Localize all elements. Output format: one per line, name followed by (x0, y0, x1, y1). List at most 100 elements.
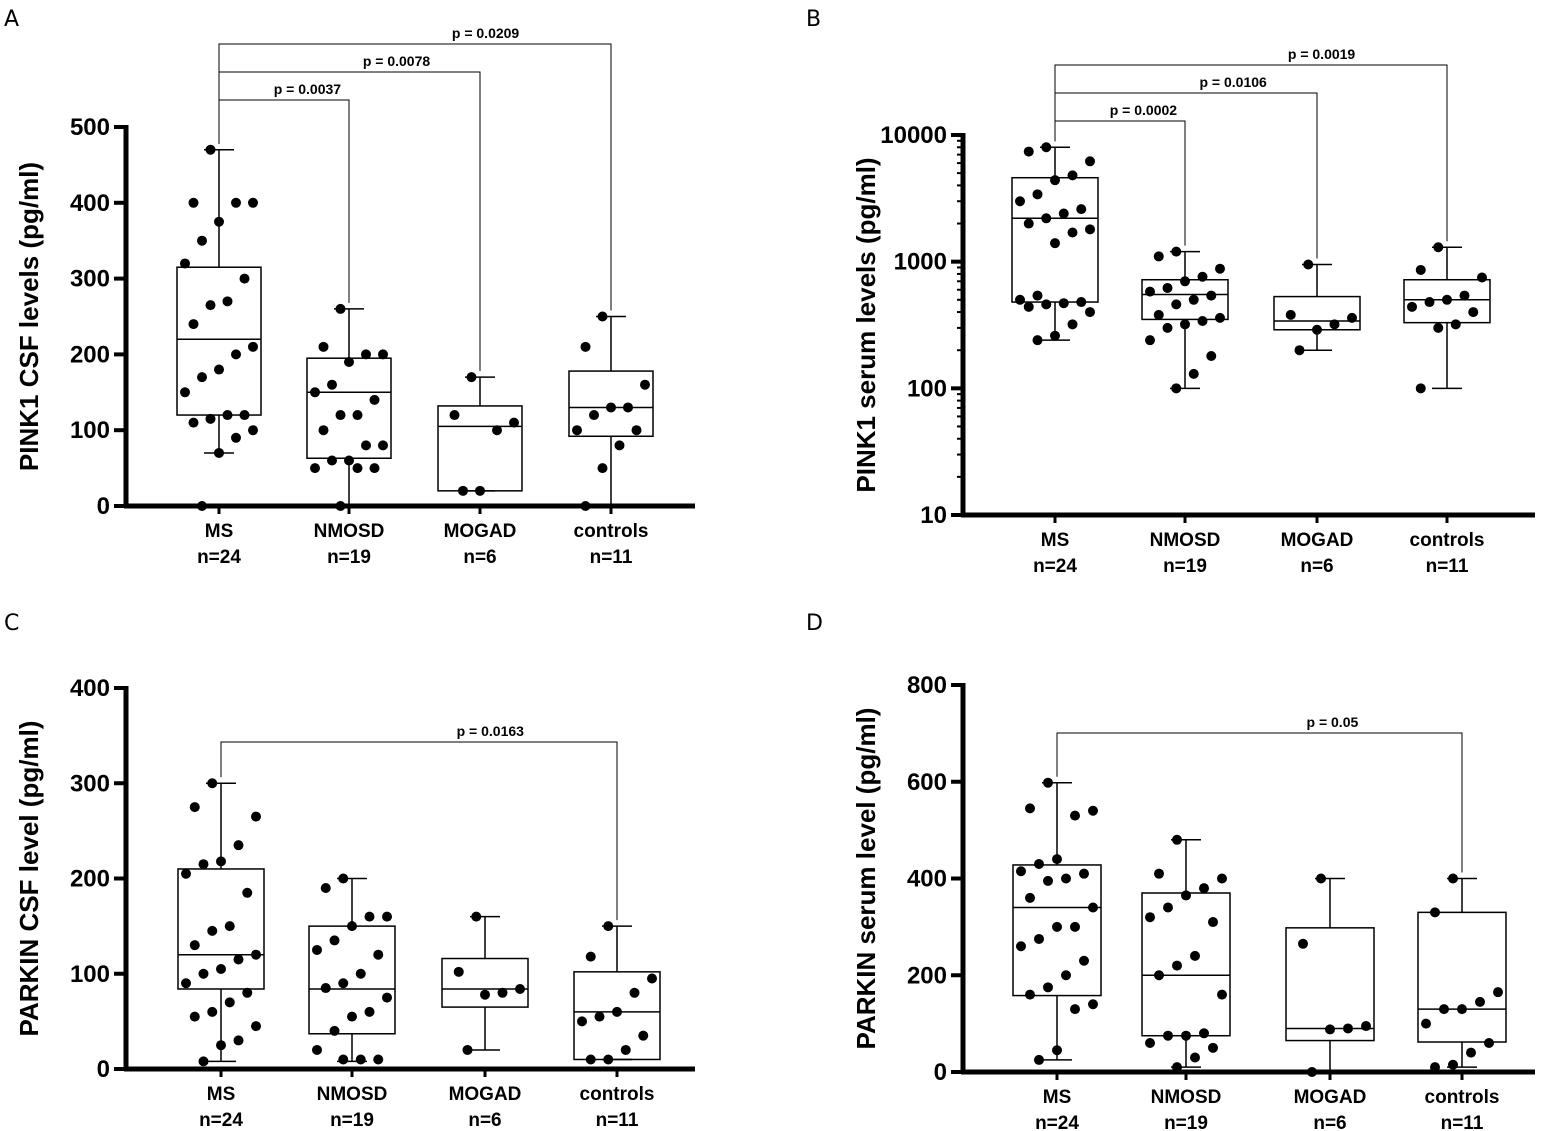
y-tick-label: 600 (907, 769, 947, 796)
data-point (612, 1006, 622, 1017)
y-tick-label: 800 (907, 672, 947, 699)
data-point (1181, 890, 1191, 901)
panel-letter: C (4, 611, 19, 636)
category-label: MS (207, 1084, 236, 1105)
data-point (231, 349, 241, 360)
data-point (1303, 259, 1314, 270)
data-point (1415, 264, 1426, 275)
data-point (1180, 276, 1190, 287)
panel-letter: D (806, 611, 823, 636)
data-point (1085, 156, 1095, 167)
box-iqr (573, 971, 661, 1061)
data-point (378, 440, 388, 451)
y-tick-label: 400 (907, 866, 947, 893)
box-iqr (437, 405, 523, 492)
data-point (1154, 868, 1164, 879)
panel-letter: A (4, 7, 19, 32)
data-point (216, 856, 226, 867)
data-point (1016, 941, 1026, 952)
data-point (1171, 246, 1182, 257)
data-point (1067, 170, 1078, 181)
category-label: controls (574, 521, 649, 542)
data-point (1197, 316, 1208, 327)
data-point (248, 425, 258, 436)
data-point (585, 951, 596, 962)
data-point (1085, 307, 1095, 318)
data-point (1163, 902, 1173, 913)
data-point (214, 216, 224, 227)
data-point (453, 966, 464, 977)
y-tick-label: 200 (70, 341, 110, 368)
y-tick-label: 0 (934, 1059, 947, 1086)
data-point (198, 859, 209, 870)
data-point (1421, 1018, 1431, 1029)
data-point (1025, 989, 1035, 1000)
data-point (373, 949, 384, 960)
panel-a: A 0 100 200 300 400 500 PINK1 CSF levels (pg/ml… (4, 7, 695, 568)
category-label: MOGAD (1294, 1087, 1367, 1108)
category-n-label: n=11 (1441, 1113, 1484, 1131)
category-label: MS (1043, 1087, 1072, 1108)
data-point (1041, 299, 1052, 310)
data-point (224, 997, 235, 1008)
data-point (216, 1040, 226, 1051)
data-point (1430, 1062, 1440, 1073)
data-point (318, 341, 329, 352)
data-point (189, 940, 200, 951)
data-point (355, 968, 366, 979)
category-label: controls (1410, 530, 1485, 551)
data-point (480, 989, 490, 1000)
data-point (1442, 294, 1452, 305)
data-point (623, 402, 633, 413)
y-tick-label: 10000 (880, 122, 947, 149)
data-point (1162, 322, 1173, 333)
data-point (310, 463, 320, 474)
data-point (1181, 1030, 1191, 1041)
data-point (1215, 312, 1225, 323)
data-point (1172, 960, 1182, 971)
data-point (1208, 1042, 1218, 1053)
data-point (207, 925, 218, 936)
data-point (335, 501, 346, 511)
data-point (189, 1011, 200, 1022)
data-point (1050, 175, 1060, 186)
category-n-label: n=19 (1163, 556, 1207, 577)
data-point (231, 432, 241, 443)
data-point (1206, 350, 1217, 361)
category-label: MOGAD (444, 521, 517, 542)
data-point (1329, 319, 1340, 330)
p-value-label: p = 0.0002 (1110, 102, 1178, 118)
data-point (181, 868, 191, 879)
data-point (1459, 290, 1470, 301)
category-label: NMOSD (317, 1084, 388, 1105)
data-point (338, 1054, 349, 1065)
y-tick-label: 400 (70, 190, 110, 217)
data-point (1016, 866, 1026, 877)
data-point (1190, 1052, 1200, 1063)
data-point (638, 1030, 649, 1041)
data-point (1032, 335, 1043, 346)
box-iqr (568, 370, 654, 438)
data-point (1217, 873, 1227, 884)
category-label: NMOSD (314, 521, 385, 542)
data-point (205, 144, 216, 155)
data-point (1208, 917, 1218, 928)
data-point (1070, 921, 1080, 932)
data-point (1180, 319, 1190, 330)
box-iqr (177, 868, 265, 990)
data-point (248, 197, 258, 208)
p-value-label: p = 0.0037 (274, 81, 342, 97)
data-point (335, 303, 346, 314)
data-point (1058, 208, 1069, 219)
data-point (580, 501, 591, 511)
data-point (1294, 345, 1305, 356)
category-label: NMOSD (1150, 530, 1221, 551)
data-point (614, 440, 625, 451)
data-point (594, 1011, 605, 1022)
data-point (242, 887, 253, 898)
data-point (1041, 213, 1052, 224)
data-point (188, 417, 199, 428)
data-point (251, 1021, 261, 1032)
category-n-label: n=11 (596, 1110, 639, 1131)
data-point (216, 963, 226, 974)
